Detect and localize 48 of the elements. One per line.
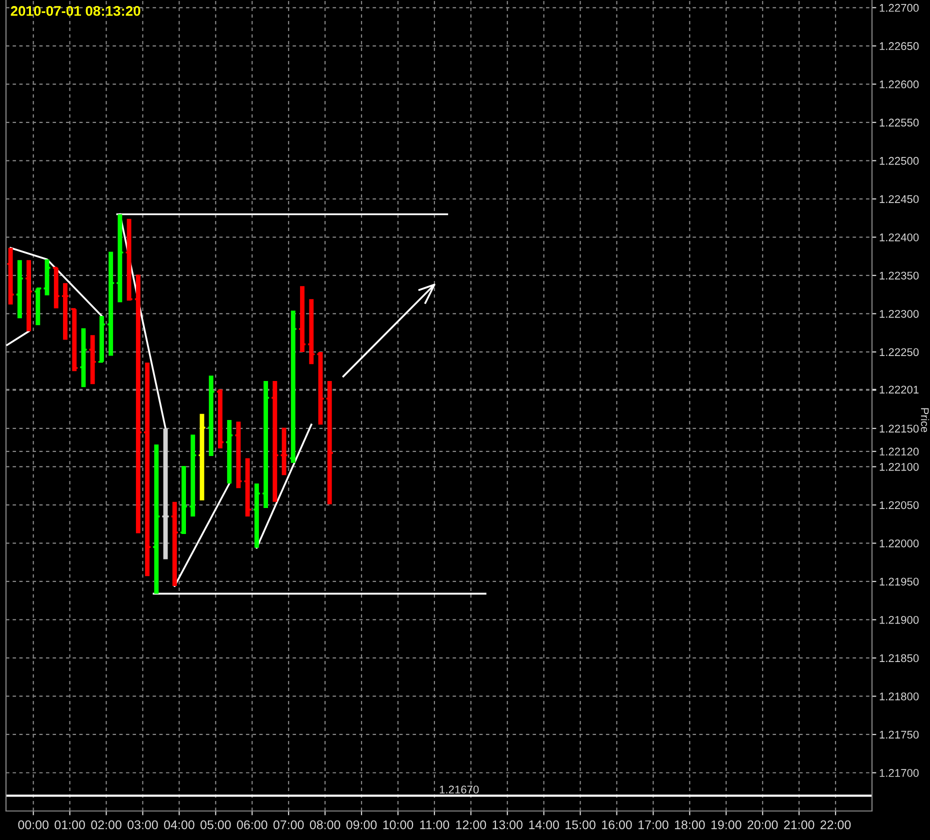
x-tick-label: 01:00 <box>54 820 85 830</box>
y-tick-label: 1.22000 <box>880 539 919 548</box>
x-tick-label: 06:00 <box>236 820 268 830</box>
x-tick-label: 20:00 <box>748 820 778 830</box>
x-tick-label: 19:00 <box>711 820 742 830</box>
x-tick-label: 11:00 <box>420 820 450 830</box>
x-tick-label: 18:00 <box>675 820 705 830</box>
y-tick-label: 1.22450 <box>880 195 919 204</box>
y-tick-label: 1.21700 <box>880 769 919 777</box>
y-tick-label: 1.22650 <box>880 42 919 50</box>
x-tick-label: 10:00 <box>383 820 414 830</box>
y-axis-title: Price <box>920 408 930 432</box>
x-tick-label: 22:00 <box>820 820 851 830</box>
ref-line-label: 1.21670 <box>440 786 479 794</box>
y-tick-label: 1.22700 <box>880 4 919 12</box>
y-tick-label: 1.21900 <box>880 616 919 624</box>
x-tick-label: 09:00 <box>346 820 377 830</box>
x-tick-label: 12:00 <box>456 820 486 830</box>
y-tick-label: 1.22050 <box>880 501 919 510</box>
y-tick-label: 1.22600 <box>880 80 919 88</box>
y-tick-label: 1.21750 <box>880 730 919 739</box>
y-tick-label: 1.22550 <box>880 118 919 127</box>
x-tick-label: 16:00 <box>602 820 632 830</box>
x-tick-label: 21:00 <box>784 820 814 830</box>
x-tick-label: 17:00 <box>638 820 668 830</box>
x-tick-label: 05:00 <box>200 820 231 830</box>
y-tick-label: 1.22500 <box>880 156 919 165</box>
x-tick-label: 02:00 <box>91 820 122 830</box>
y-tick-label: 1.21800 <box>880 692 919 700</box>
x-tick-label: 04:00 <box>164 820 194 830</box>
x-tick-label: 03:00 <box>128 820 158 830</box>
x-tick-label: 13:00 <box>492 820 523 830</box>
y-tick-label: 1.22300 <box>880 310 919 318</box>
x-tick-label: 07:00 <box>273 820 304 830</box>
y-tick-label: 1.22100 <box>880 462 919 471</box>
x-tick-label: 08:00 <box>310 820 340 830</box>
x-tick-label: 14:00 <box>529 820 559 830</box>
x-tick-label: 15:00 <box>566 820 596 830</box>
y-tick-label: 1.22201 <box>880 386 919 394</box>
y-tick-label: 1.22350 <box>880 272 919 280</box>
y-tick-label: 1.22250 <box>880 348 919 356</box>
chart-title: 2010-07-01 08:13:20 <box>10 6 140 16</box>
y-tick-label: 1.21950 <box>880 578 919 586</box>
y-tick-label: 1.22150 <box>880 424 919 433</box>
y-tick-label: 1.22400 <box>880 233 919 242</box>
y-tick-label: 1.22120 <box>880 448 919 456</box>
y-tick-label: 1.21850 <box>880 654 919 662</box>
x-tick-label: 00:00 <box>18 820 48 830</box>
